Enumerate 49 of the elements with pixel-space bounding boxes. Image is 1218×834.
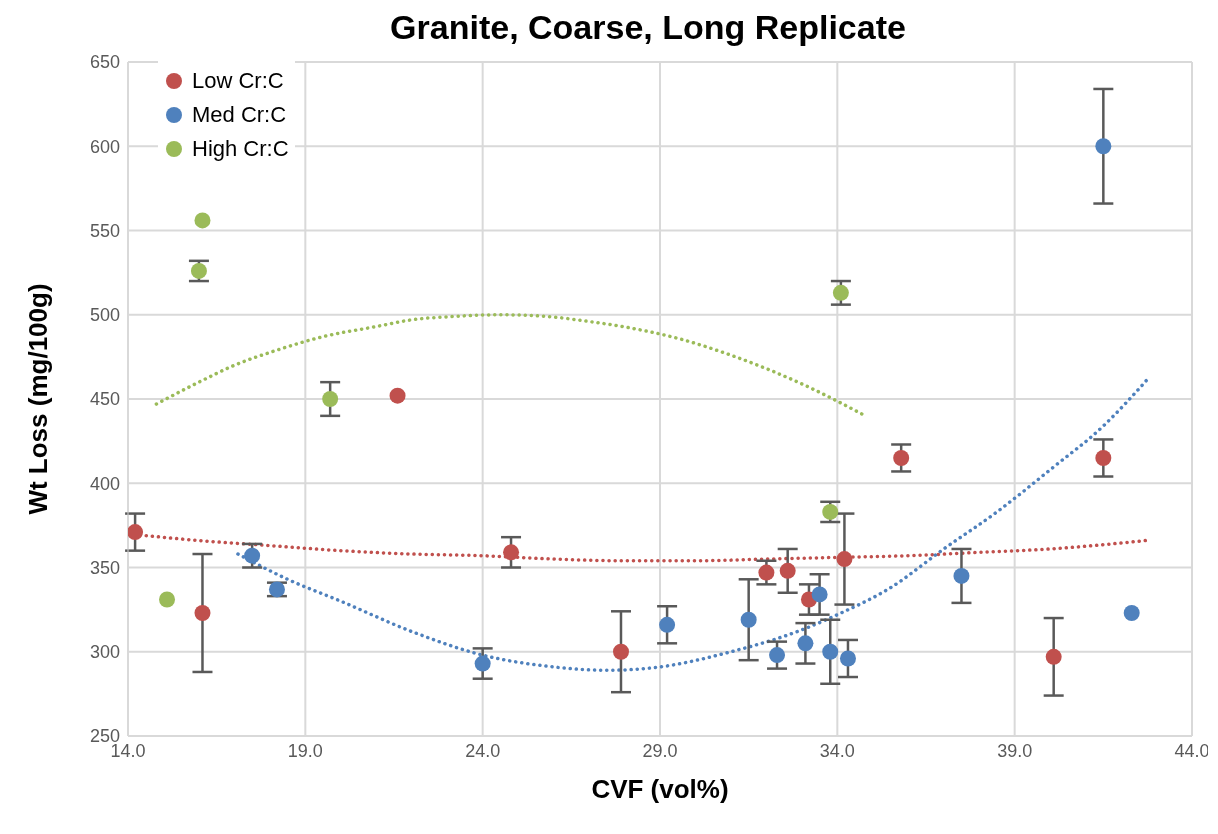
point: [1095, 138, 1112, 155]
point: [128, 524, 144, 541]
point: [779, 562, 796, 579]
point: [758, 564, 775, 581]
point: [839, 650, 856, 667]
y-tick-label: 650: [89, 52, 120, 73]
point: [659, 616, 676, 633]
point: [769, 647, 786, 664]
point: [503, 544, 520, 561]
y-tick-label: 300: [89, 642, 120, 663]
chart-title: Granite, Coarse, Long Replicate: [389, 8, 907, 48]
point: [268, 581, 285, 598]
y-tick-label: 400: [89, 473, 120, 494]
point: [244, 547, 261, 564]
point: [1045, 648, 1062, 665]
point: [832, 284, 849, 301]
line-series: [154, 313, 864, 416]
point: [1123, 605, 1140, 621]
x-tick-label: 24.0: [465, 740, 501, 761]
y-tick-label: 350: [89, 557, 120, 578]
point: [836, 551, 853, 568]
x-tick-label: 19.0: [287, 740, 323, 761]
point: [740, 611, 757, 628]
y-axis-title: Wt Loss (mg/100g): [23, 283, 54, 515]
point: [893, 449, 910, 466]
point: [194, 605, 211, 621]
point: [474, 655, 491, 672]
point: [822, 643, 839, 660]
point: [811, 586, 828, 603]
point: [322, 391, 339, 407]
point: [953, 567, 970, 584]
legend-label: High Cr:C: [192, 136, 289, 162]
point: [797, 635, 814, 652]
point: [194, 212, 211, 229]
legend-label: Low Cr:C: [192, 68, 284, 94]
point: [159, 591, 176, 608]
x-axis-title: CVF (vol%): [591, 774, 729, 804]
y-tick-label: 550: [89, 220, 120, 241]
point: [612, 643, 629, 660]
y-tick-label: 500: [89, 305, 120, 326]
x-tick-label: 34.0: [819, 740, 855, 761]
x-tick-label: 29.0: [642, 740, 678, 761]
x-tick-label: 39.0: [997, 740, 1033, 761]
legend-label: Med Cr:C: [192, 102, 287, 128]
point: [389, 387, 406, 404]
y-tick-label: 600: [89, 136, 120, 157]
point: [1095, 449, 1112, 466]
y-tick-label: 450: [89, 389, 120, 410]
x-tick-label: 44.0: [1174, 740, 1210, 761]
